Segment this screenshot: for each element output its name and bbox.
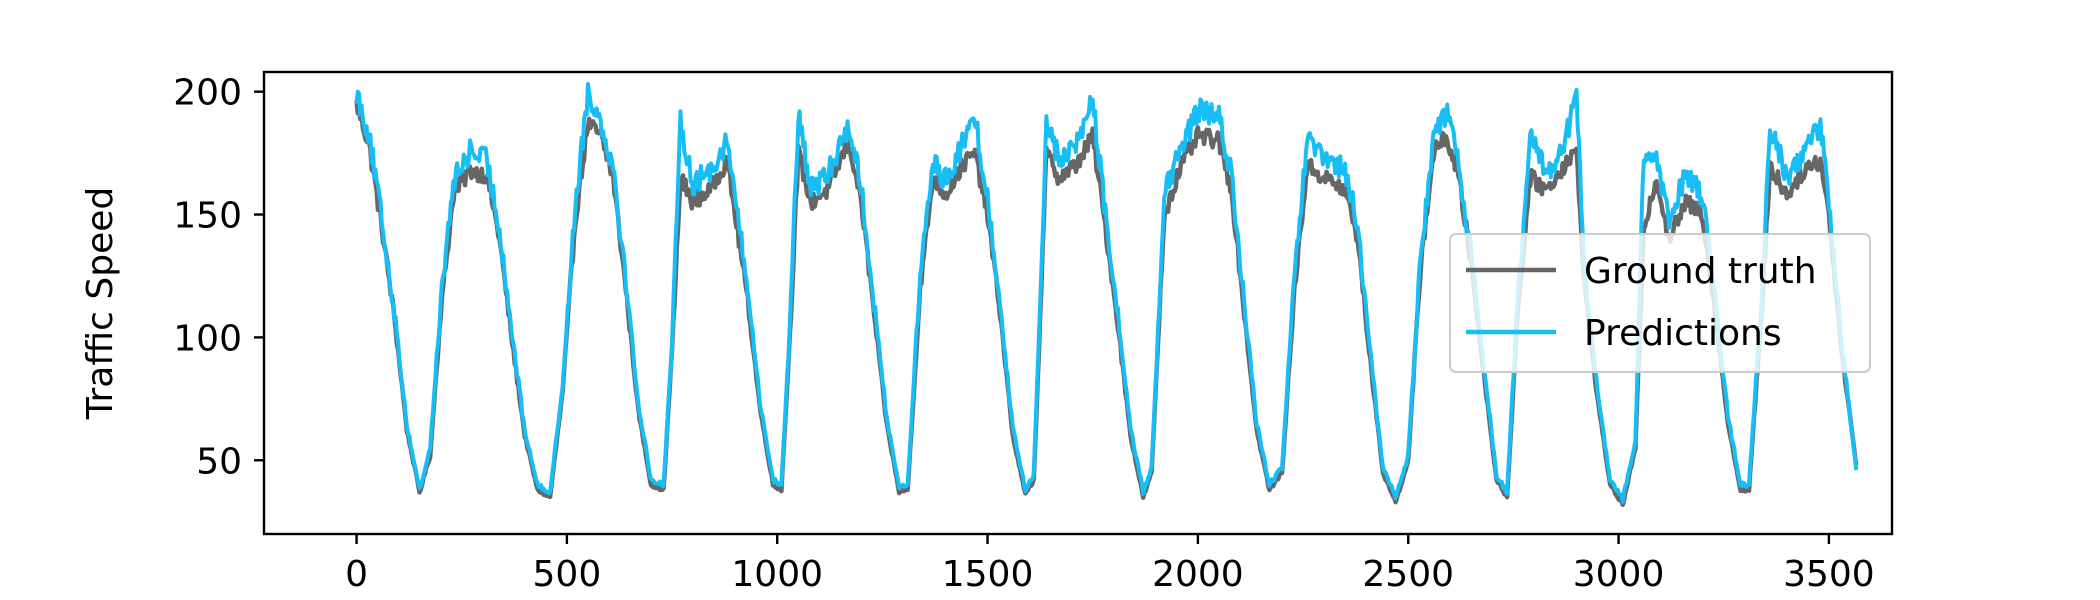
y-tick-label: 100	[173, 318, 242, 359]
legend: Ground truth Predictions	[1449, 233, 1871, 373]
x-tick-label: 1000	[731, 554, 823, 595]
y-tick-label: 200	[173, 73, 242, 114]
legend-label-ground-truth: Ground truth	[1584, 251, 1817, 292]
series-line-predictions	[354, 82, 1859, 504]
plot-frame	[262, 70, 1894, 536]
x-tick-label: 1500	[942, 554, 1034, 595]
y-tick-label: 50	[196, 441, 242, 482]
x-tick-label: 2500	[1362, 554, 1454, 595]
x-tick-label: 3500	[1783, 554, 1875, 595]
y-axis-title: Traffic Speed	[80, 187, 121, 420]
series-layer	[354, 82, 1859, 508]
x-tick-label: 500	[533, 554, 602, 595]
y-axis: 50 100 150 200	[173, 73, 264, 482]
x-tick-label: 2000	[1152, 554, 1244, 595]
x-axis: 0 500 1000 1500 2000 2500 3000 3500	[345, 534, 1875, 595]
x-tick-label: 0	[345, 554, 368, 595]
x-tick-label: 3000	[1573, 554, 1665, 595]
y-tick-label: 150	[173, 196, 242, 237]
legend-label-predictions: Predictions	[1584, 313, 1782, 354]
